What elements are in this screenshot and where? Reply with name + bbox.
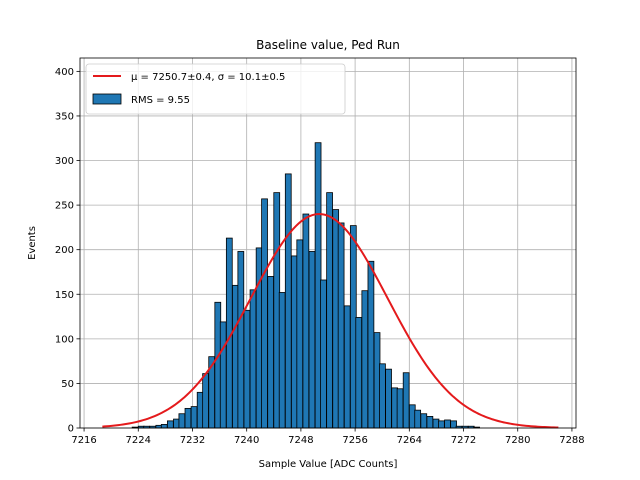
- histogram-bar-45: [367, 260, 375, 429]
- x-tick-label-0: 7216: [71, 435, 96, 446]
- legend-histogram-swatch: [92, 93, 122, 105]
- histogram-bar-28: [267, 276, 274, 429]
- histogram-bar-59: [450, 420, 457, 429]
- legend-histogram-label: RMS = 9.55: [131, 95, 190, 106]
- histogram-bar-55: [426, 416, 434, 429]
- y-tick-label-3: 150: [55, 290, 74, 301]
- histogram-bar-42: [349, 225, 357, 429]
- histogram-bar-44: [361, 290, 369, 429]
- histogram-bar-27: [261, 198, 268, 429]
- histogram-bar-30: [278, 292, 286, 429]
- y-tick-label-2: 100: [55, 334, 74, 345]
- fit-curve-layer: [102, 213, 559, 429]
- histogram-bar-15: [190, 406, 198, 429]
- x-tick-label-2: 7232: [180, 435, 205, 446]
- histogram-bar-41: [343, 305, 351, 429]
- x-axis-label: Sample Value [ADC Counts]: [259, 459, 398, 470]
- histogram-bar-26: [255, 247, 263, 429]
- chart-title: Baseline value, Ped Run: [256, 38, 400, 52]
- y-axis-label: Events: [27, 226, 38, 260]
- x-tick-label-1: 7224: [126, 435, 151, 446]
- histogram-bar-51: [402, 372, 410, 429]
- histogram-bar-22: [232, 284, 239, 429]
- histogram-bar-23: [237, 251, 245, 429]
- y-tick-label-6: 300: [55, 156, 74, 167]
- y-tick-label-4: 200: [55, 245, 74, 256]
- histogram-bar-34: [302, 213, 310, 429]
- x-tick-label-9: 7288: [559, 435, 584, 446]
- histogram-bar-31: [284, 173, 292, 429]
- y-tick-label-8: 400: [55, 67, 74, 78]
- histogram-bar-38: [326, 192, 333, 429]
- histogram-bar-20: [219, 321, 227, 429]
- histogram-bars: [131, 142, 480, 429]
- histogram-bar-52: [408, 404, 416, 429]
- histogram-bar-57: [438, 420, 445, 429]
- histogram-bar-58: [444, 419, 451, 429]
- histogram-bar-43: [355, 317, 363, 429]
- histogram-bar-49: [391, 387, 398, 429]
- histogram-bar-35: [308, 251, 316, 429]
- histogram-bar-47: [379, 363, 386, 429]
- histogram-bar-11: [167, 420, 174, 429]
- axes-frame: [79, 57, 577, 429]
- histogram-bar-36: [314, 142, 322, 429]
- x-tick-label-6: 7264: [397, 435, 422, 446]
- x-tick-label-5: 7256: [342, 435, 367, 446]
- histogram-bar-39: [332, 209, 340, 429]
- histogram-bar-48: [385, 368, 392, 429]
- histogram-bar-12: [173, 418, 180, 429]
- histogram-bar-32: [291, 255, 298, 429]
- histogram-bar-13: [178, 413, 186, 429]
- y-axis-ticks: 0 50 100 150 200 250 300 350 400: [55, 67, 80, 435]
- y-tick-label-0: 0: [68, 424, 74, 435]
- gaussian-fit-curve: [102, 213, 559, 429]
- x-tick-label-8: 7280: [505, 435, 530, 446]
- histogram-bar-10: [160, 424, 168, 429]
- x-tick-label-4: 7248: [288, 435, 313, 446]
- histogram-bar-33: [296, 239, 304, 429]
- legend-box: [85, 63, 346, 115]
- legend: μ = 7250.7±0.4, σ = 10.1±0.5 RMS = 9.55: [85, 63, 346, 115]
- histogram-bar-54: [420, 413, 428, 429]
- histogram-bar-56: [432, 418, 440, 429]
- x-tick-label-3: 7240: [234, 435, 259, 446]
- x-tick-label-7: 7272: [451, 435, 476, 446]
- histogram-bar-46: [373, 332, 381, 429]
- histogram-bar-29: [273, 192, 281, 429]
- histogram-bar-40: [337, 222, 345, 429]
- histogram-bar-25: [249, 289, 257, 429]
- y-tick-label-1: 50: [61, 379, 74, 390]
- histogram-bar-50: [396, 388, 404, 429]
- histogram-bar-17: [202, 373, 209, 429]
- histogram-bar-24: [243, 309, 251, 429]
- x-axis-ticks: 7216 7224 7232 7240 7248 7256 7264 7272 7280 7288: [71, 428, 585, 446]
- legend-fit-label: μ = 7250.7±0.4, σ = 10.1±0.5: [131, 72, 285, 83]
- histogram-bar-16: [196, 391, 204, 429]
- histogram-bar-9: [155, 424, 163, 429]
- histogram-bar-14: [184, 407, 192, 429]
- histogram-bar-53: [414, 409, 422, 429]
- histogram-bar-37: [320, 279, 327, 429]
- histogram-bar-19: [214, 301, 222, 429]
- y-tick-label-5: 250: [55, 201, 74, 212]
- y-tick-label-7: 350: [55, 111, 74, 122]
